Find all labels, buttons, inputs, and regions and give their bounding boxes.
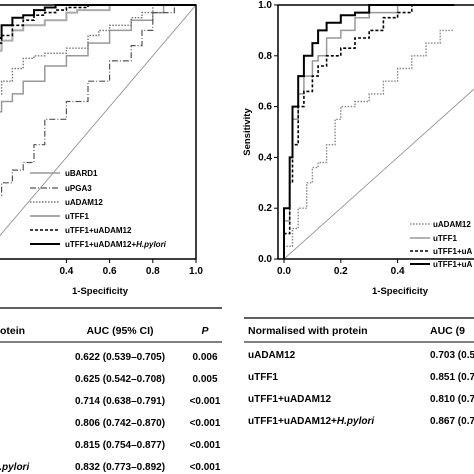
right-x-tick-label: 0.4: [391, 266, 405, 277]
left-series-group: [0, 4, 197, 237]
left-series-line-ubard1: [0, 4, 196, 113]
left-x-tick-label: 1.0: [189, 266, 203, 277]
left-table-row-p: <0.001: [190, 462, 221, 473]
left-x-tick-label: 0.4: [59, 266, 73, 277]
left-table-row-p: 0.006: [192, 352, 217, 363]
left-table-header-p: P: [201, 325, 209, 337]
left-table-row-auc: 0.832 (0.773–0.892): [75, 462, 165, 473]
right-x-tick-label: 0.0: [277, 266, 291, 277]
left-reference-diagonal: [0, 4, 197, 237]
left-x-axis-label: 1-Specificity: [72, 286, 129, 297]
right-legend: uADAM12 uTFF1 uTFF1+uA uTFF1+uA: [410, 220, 473, 269]
right-table-row-label: uADAM12: [248, 350, 296, 361]
legend-label-ubard1: uBARD1: [65, 169, 98, 178]
rlegend-label-utff1-uadam12: uTFF1+uA: [433, 247, 473, 256]
rlegend-label-utff1-uadam12-hpylori: uTFF1+uA: [433, 260, 473, 269]
left-table-row-auc: 0.714 (0.638–0.791): [75, 396, 165, 407]
right-y-tick-label: 0.0: [258, 254, 272, 265]
right-y-tick-label: 1.0: [258, 0, 272, 11]
right-table-row-auc: 0.703 (0.5: [430, 350, 474, 361]
right-table-row-label: uTFF1+uADAM12+H.pylori: [248, 416, 374, 427]
legend-label-utff1-uadam12-hpylori: uTFF1+uADAM12+H.pylori: [65, 240, 167, 249]
left-table-header-auc: AUC (95% CI): [86, 325, 153, 337]
left-table-rows: 0.622 (0.539–0.705) 0.006 0.625 (0.542–0.7…: [0, 352, 221, 473]
left-auc-table: otein AUC (95% CI) P 0.622 (0.539–0.705)…: [0, 307, 222, 473]
right-axis-ticks: 0.0 0.2 0.4 0.0 0.2 0.4 0.6 0.8 1.0: [258, 0, 405, 277]
legend-label-utff1-uadam12: uTFF1+uADAM12: [65, 226, 132, 235]
left-table-row-p: <0.001: [190, 440, 221, 451]
right-y-tick-label: 0.8: [258, 51, 272, 62]
right-auc-table: Normalised with protein AUC (9 uADAM12 0.…: [244, 317, 474, 427]
left-x-ticks: 0.4 0.6 0.8 1.0: [59, 259, 203, 277]
left-table-row-auc: 0.622 (0.539–0.705): [75, 352, 165, 363]
left-table-row-auc: 0.815 (0.754–0.877): [75, 440, 165, 451]
right-table-rows: uADAM12 0.703 (0.5 uTFF1 0.851 (0.7 uTFF1+uA…: [248, 350, 474, 427]
right-y-tick-label: 0.4: [258, 152, 272, 163]
right-table-row-auc: 0.851 (0.7: [430, 372, 474, 383]
left-table-row-p: 0.005: [192, 374, 217, 385]
left-table-row-p: <0.001: [190, 418, 221, 429]
right-series-group: [283, 4, 474, 260]
left-series-line-upga3: [0, 4, 196, 197]
left-x-tick-label: 0.8: [146, 266, 160, 277]
right-table-row-label: uTFF1+uADAM12: [248, 394, 332, 405]
right-y-tick-label: 0.6: [258, 102, 272, 113]
left-x-tick-label: 0.6: [103, 266, 117, 277]
left-table-row-p: <0.001: [190, 396, 221, 407]
rlegend-label-utff1: uTFF1: [433, 234, 458, 243]
right-x-axis-label: 1-Specificity: [372, 286, 429, 297]
left-legend: uBARD1 uPGA3 uADAM12 uTFF1 uTFF1+uADAM12…: [30, 169, 167, 249]
legend-label-utff1: uTFF1: [65, 212, 90, 221]
right-table-header-first: Normalised with protein: [248, 325, 368, 337]
right-y-tick-label: 0.2: [258, 203, 272, 214]
right-table-row-label: uTFF1: [248, 372, 278, 383]
right-table-row-auc: 0.867 (0.7: [430, 416, 474, 427]
right-table-row-auc: 0.810 (0.7: [430, 394, 474, 405]
right-y-axis-label: Sensitivity: [242, 108, 253, 156]
left-table-row-label: H.pylori: [0, 462, 29, 473]
right-roc-chart: 0.0 0.2 0.40.00.20.40.60.81.0 Sensitivity …: [242, 0, 474, 297]
right-series-line-uadam12: [283, 29, 455, 259]
left-table-row-auc: 0.806 (0.742–0.870): [75, 418, 165, 429]
left-table-header-first: otein: [0, 325, 25, 337]
left-series-line-utff1-uadam12-h-pylori: [0, 4, 196, 39]
left-roc-chart: 0.4 0.6 0.8 1.0 1-Specificity uBARD1 uPGA3 …: [0, 4, 203, 297]
rlegend-label-uadam12: uADAM12: [433, 220, 471, 229]
right-reference-diagonal: [283, 88, 474, 260]
legend-label-upga3: uPGA3: [65, 184, 92, 193]
legend-label-uadam12: uADAM12: [65, 198, 103, 207]
right-x-tick-label: 0.2: [334, 266, 348, 277]
right-table-header-auc: AUC (9: [430, 325, 465, 337]
left-table-row-auc: 0.625 (0.542–0.708): [75, 374, 165, 385]
left-series-line-uadam12: [0, 4, 196, 95]
right-series-line-utff1-uadam12-h-pylori: [283, 4, 455, 259]
